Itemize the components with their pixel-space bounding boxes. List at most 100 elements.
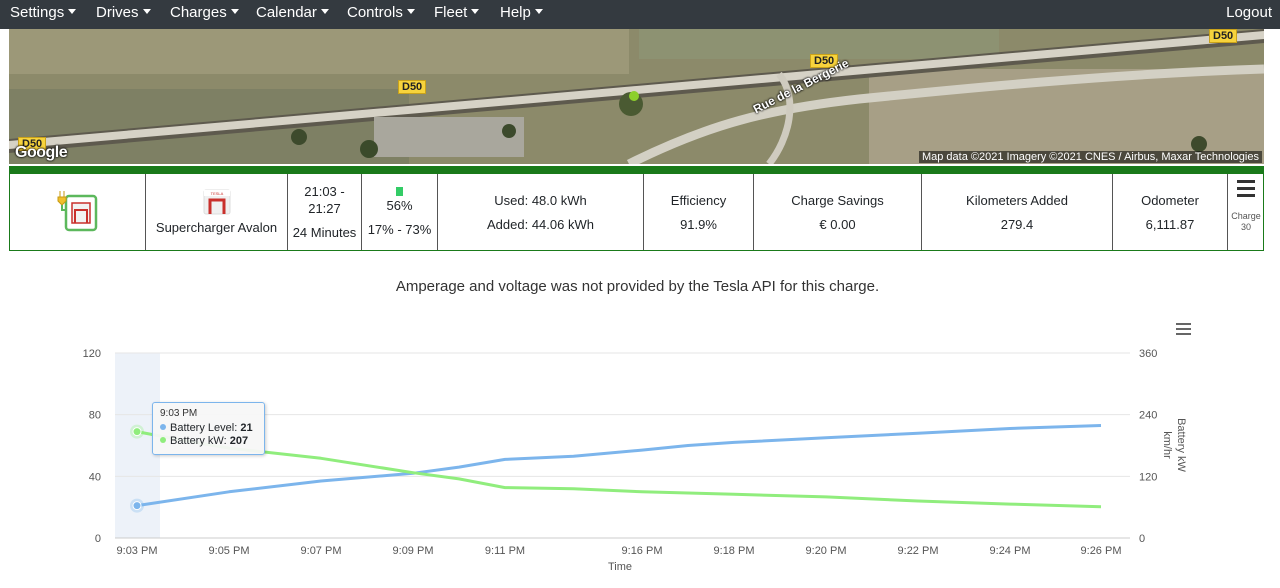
tooltip-row-battery-kw: Battery kW: 207 xyxy=(160,435,257,448)
y-right-axis-title: km/hr xyxy=(1161,431,1173,459)
map-attribution[interactable]: Map data ©2021 Imagery ©2021 CNES / Airb… xyxy=(918,151,1262,163)
tooltip-label: Battery Level: xyxy=(170,422,241,434)
km-added-cell: Kilometers Added 279.4 xyxy=(921,174,1112,250)
battery-cell: 56% 17% - 73% xyxy=(361,174,437,250)
odometer-label: Odometer xyxy=(1141,192,1199,208)
nav-settings-menu[interactable]: Settings xyxy=(10,4,77,21)
caret-down-icon xyxy=(320,9,329,14)
top-navbar: Settings Drives Charges Calendar Control… xyxy=(0,0,1280,29)
tooltip-time: 9:03 PM xyxy=(160,408,198,419)
series-line-battery-kw xyxy=(136,430,1102,509)
savings-cell: Charge Savings € 0.00 xyxy=(753,174,921,250)
caret-down-icon xyxy=(471,9,480,14)
nav-calendar-menu[interactable]: Calendar xyxy=(256,4,329,21)
hamburger-menu-icon[interactable] xyxy=(1176,323,1191,335)
y-right-tick-label: 240 xyxy=(1139,410,1157,422)
road-label-d50: D50 xyxy=(1209,29,1238,43)
battery-icon xyxy=(396,186,403,196)
x-tick-label: 9:07 PM xyxy=(301,545,342,557)
y-left-tick-label: 120 xyxy=(83,348,101,360)
nav-label: Charges xyxy=(170,4,227,21)
odometer-value: 6,111.87 xyxy=(1145,216,1195,232)
series-dot-icon xyxy=(160,424,166,430)
x-tick-label: 9:24 PM xyxy=(990,545,1031,557)
charge-menu-cell: Charge 30 xyxy=(1227,174,1264,250)
efficiency-value: 91.9% xyxy=(680,216,717,232)
svg-text:TESLA: TESLA xyxy=(210,191,223,196)
energy-used: Used: 48.0 kWh xyxy=(494,192,587,208)
nav-charges-menu[interactable]: Charges xyxy=(170,4,239,21)
nav-label: Drives xyxy=(96,4,139,21)
tooltip-value: 207 xyxy=(229,435,249,447)
tooltip-label: Battery kW: xyxy=(170,435,230,447)
location-cell: TESLA Supercharger Avalon xyxy=(145,174,287,250)
x-tick-label: 9:20 PM xyxy=(806,545,847,557)
api-notice: Amperage and voltage was not provided by… xyxy=(395,278,880,295)
charge-summary-table: TESLA Supercharger Avalon 21:03 - 21:27 … xyxy=(9,174,1264,251)
data-point-marker xyxy=(132,501,142,511)
x-tick-label: 9:03 PM xyxy=(117,545,158,557)
road-label-d50: D50 xyxy=(18,137,47,151)
nav-drives-menu[interactable]: Drives xyxy=(96,4,151,21)
savings-value: € 0.00 xyxy=(819,216,856,232)
hamburger-menu-icon[interactable] xyxy=(1237,180,1255,197)
efficiency-cell: Efficiency 91.9% xyxy=(643,174,753,250)
road-label-d50: D50 xyxy=(810,54,839,68)
caret-down-icon xyxy=(142,9,151,14)
time-range: 21:03 - 21:27 xyxy=(304,184,345,216)
nav-label: Help xyxy=(500,4,531,21)
x-tick-label: 9:16 PM xyxy=(622,545,663,557)
x-tick-label: 9:09 PM xyxy=(393,545,434,557)
tooltip-row-battery-level: Battery Level: 21 xyxy=(160,422,257,435)
satellite-map[interactable]: D50 D50 D50 D50 Rue de la Bergerie Googl… xyxy=(9,29,1264,164)
charger-type-cell xyxy=(10,174,145,250)
y-left-tick-label: 0 xyxy=(95,533,101,545)
caret-down-icon xyxy=(534,9,543,14)
nav-label: Settings xyxy=(10,4,65,21)
km-added-label: Kilometers Added xyxy=(966,192,1068,208)
battery-percent: 56% xyxy=(386,197,413,213)
chart-tooltip: 9:03 PM Battery Level: 21 Battery kW: 20… xyxy=(152,402,265,455)
data-point-marker xyxy=(132,427,142,437)
nav-label: Calendar xyxy=(256,4,317,21)
tooltip-value: 21 xyxy=(240,422,253,434)
y-right-axis-title: Battery kW xyxy=(1175,418,1187,472)
time-cell: 21:03 - 21:27 24 Minutes xyxy=(287,174,361,250)
logout-link[interactable]: Logout xyxy=(1226,4,1272,21)
charge-chart[interactable]: 0 0 40 120 80 240 120 360 9:03 PM 9:05 PM 9:07 PM 9… xyxy=(0,300,1280,588)
battery-range: 17% - 73% xyxy=(367,221,432,237)
nav-help-menu[interactable]: Help xyxy=(500,4,543,21)
plug-charger-icon xyxy=(56,188,100,236)
charge-chart-svg: 0 0 40 120 80 240 120 360 9:03 PM 9:05 PM 9:07 PM 9… xyxy=(83,348,1187,573)
road-label-d50: D50 xyxy=(398,80,427,94)
km-added-value: 279.4 xyxy=(1000,216,1034,232)
y-right-tick-label: 120 xyxy=(1139,471,1157,483)
x-tick-label: 9:22 PM xyxy=(898,545,939,557)
location-name[interactable]: Supercharger Avalon xyxy=(155,219,278,235)
nav-controls-menu[interactable]: Controls xyxy=(347,4,415,21)
caret-down-icon xyxy=(68,9,77,14)
x-axis-title: Time xyxy=(608,561,632,573)
nav-fleet-menu[interactable]: Fleet xyxy=(434,4,480,21)
nav-label: Controls xyxy=(347,4,403,21)
efficiency-label: Efficiency xyxy=(670,192,727,208)
caret-down-icon xyxy=(406,9,415,14)
google-logo: Google xyxy=(15,144,68,161)
duration: 24 Minutes xyxy=(292,225,357,240)
y-right-tick-label: 360 xyxy=(1139,348,1157,360)
energy-cell: Used: 48.0 kWh Added: 44.06 kWh xyxy=(437,174,643,250)
nav-label: Fleet xyxy=(434,4,468,21)
y-left-tick-label: 40 xyxy=(89,471,101,483)
charge-label: Charge xyxy=(1231,211,1261,221)
map-imagery xyxy=(9,29,1264,164)
tesla-supercharger-icon: TESLA xyxy=(203,189,231,219)
x-tick-label: 9:11 PM xyxy=(485,545,525,557)
x-tick-label: 9:05 PM xyxy=(209,545,250,557)
series-line-battery-level xyxy=(136,424,1102,508)
x-tick-label: 9:18 PM xyxy=(714,545,755,557)
energy-added: Added: 44.06 kWh xyxy=(487,216,594,232)
x-tick-label: 9:26 PM xyxy=(1081,545,1122,557)
charge-header-bar xyxy=(9,166,1264,174)
charge-number: 30 xyxy=(1240,222,1251,232)
y-right-tick-label: 0 xyxy=(1139,533,1145,545)
